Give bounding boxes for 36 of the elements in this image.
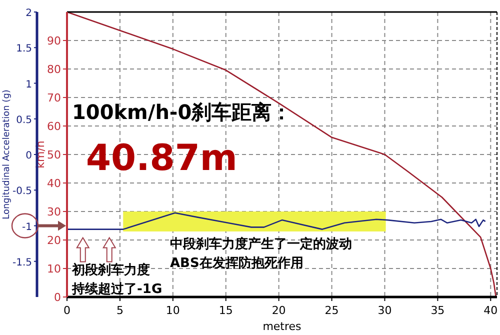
x-axis-title: metres	[262, 320, 302, 333]
y-tick-label: 1.5	[16, 44, 32, 55]
x-tick-label: 0	[64, 304, 70, 317]
y-axis-title: Longitudinal Acceleration (g)	[2, 90, 12, 220]
y2-tick-label: 40	[47, 177, 61, 190]
x-tick-label: 30	[378, 304, 392, 317]
y-tick-label: -1.5	[12, 257, 32, 268]
annotation: 初段刹车力度	[71, 262, 150, 278]
annotation: 40.87m	[86, 138, 238, 179]
x-tick-label: 10	[166, 304, 180, 317]
annotation: 中段刹车力度产生了一定的波动	[170, 236, 352, 252]
y-tick-label: 1	[26, 79, 32, 90]
y2-tick-label: 80	[47, 63, 61, 76]
y-tick-label: -0.5	[12, 186, 32, 198]
line-series	[66, 11, 497, 298]
y-tick-label: 0	[26, 150, 32, 162]
y-tick-label: 0.5	[16, 114, 32, 126]
y-tick-label: 2	[26, 8, 32, 19]
y2-tick-label: 20	[47, 234, 61, 247]
x-tick-label: 25	[324, 304, 339, 317]
y2-tick-label: 90	[47, 34, 61, 48]
annotation: 100km/h-0刹车距离：	[72, 100, 292, 124]
y2-tick-label: 0	[54, 291, 61, 304]
x-tick-label: 20	[272, 304, 286, 317]
x-tick-label: 15	[218, 304, 233, 317]
annotation: ABS在发挥防抱死作用	[170, 255, 304, 271]
annotation: 持续超过了-1G	[71, 282, 162, 297]
y2-tick-label: 50	[47, 148, 61, 162]
y2-tick-label: 60	[47, 120, 61, 133]
y2-tick-label: 70	[47, 92, 61, 104]
x-tick-label: 35	[430, 304, 445, 317]
y2-tick-label: 10	[47, 262, 61, 276]
x-tick-label: 5	[116, 304, 124, 317]
y2-tick-label: 30	[47, 206, 61, 218]
y-tick-label: -1	[22, 222, 32, 233]
x-tick-label: 40	[484, 304, 498, 317]
